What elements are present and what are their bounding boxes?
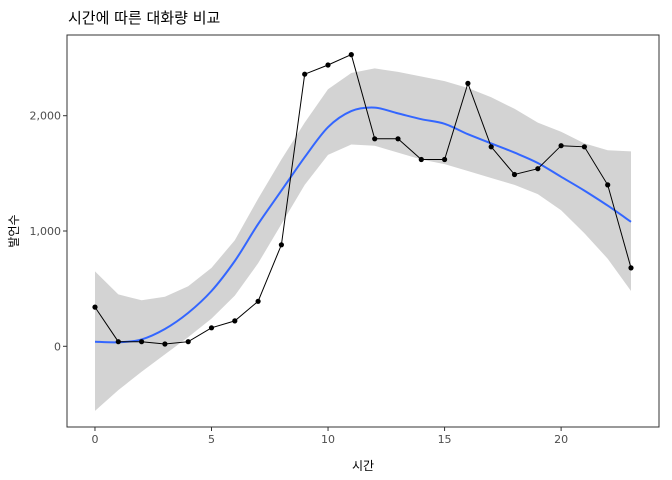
data-point [115,339,121,345]
data-point [232,318,238,324]
x-tick-label: 5 [208,433,215,446]
data-point [302,71,308,77]
data-point [628,265,634,271]
data-point [139,339,145,345]
data-point [605,182,611,188]
chart-title: 시간에 따른 대화량 비교 [68,9,220,27]
y-axis: 0 1,000 2,000 [30,110,67,353]
data-series-layer [92,52,634,347]
data-point [185,339,191,345]
y-tick-label: 0 [54,340,61,353]
confidence-band-layer [95,68,631,411]
data-point [278,242,284,248]
y-axis-label: 발언수 [7,214,21,247]
x-tick-label: 10 [321,433,335,446]
data-point [348,52,354,58]
data-point [395,136,401,142]
data-point [325,62,331,68]
data-point [92,304,98,310]
y-tick-label: 1,000 [30,225,62,238]
smooth-trend-line [94,106,632,344]
series-line [94,53,632,345]
data-point [255,298,261,304]
confidence-band [95,68,631,411]
data-point [581,144,588,150]
x-tick-label: 20 [554,433,568,446]
smooth-line-layer [94,106,632,344]
x-axis-label: 시간 [352,459,374,473]
data-point [511,171,518,178]
x-tick-label: 15 [438,433,452,446]
x-axis: 0 5 10 15 20 [91,427,568,446]
data-point [162,341,168,347]
data-point [488,144,494,150]
data-point [372,136,378,142]
data-point [465,80,471,86]
data-point [535,166,541,172]
data-point [558,143,564,149]
data-point [442,156,448,163]
data-point [208,325,215,331]
x-tick-label: 0 [91,433,98,446]
y-tick-label: 2,000 [30,110,62,123]
data-point [418,156,424,163]
